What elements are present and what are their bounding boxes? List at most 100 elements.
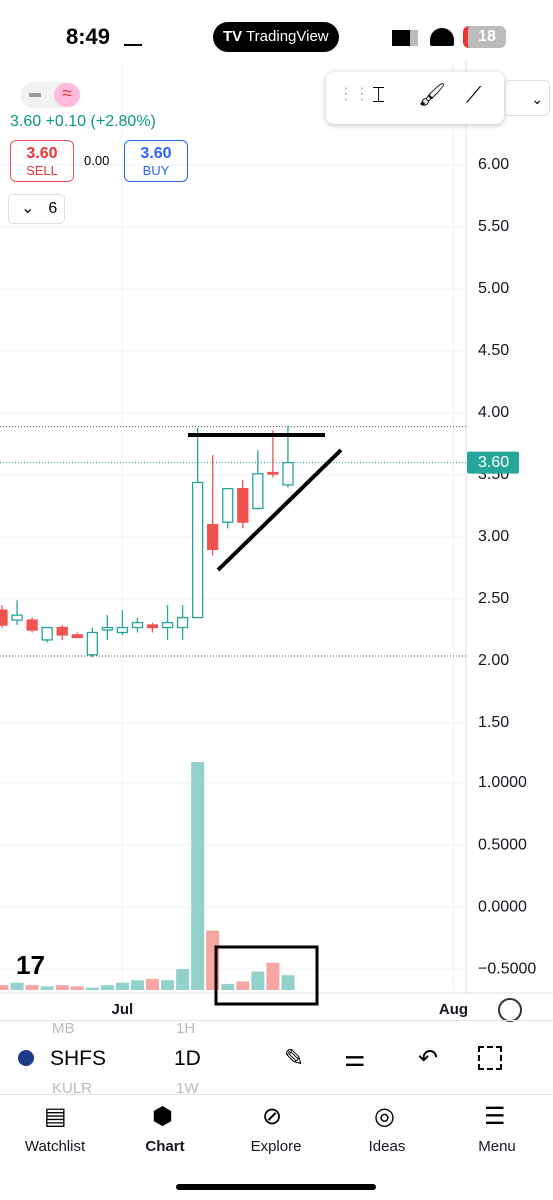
user-drawings — [188, 433, 343, 1006]
volume-bar — [161, 980, 175, 990]
menu-icon: ☰ — [484, 1103, 506, 1130]
divider — [0, 1094, 553, 1095]
last-price-box — [467, 451, 519, 474]
candle-body — [0, 609, 8, 626]
y-tick-label: 5.50 — [478, 218, 509, 235]
symbol[interactable]: SHFS — [50, 1047, 107, 1070]
drawn-box — [214, 945, 319, 1006]
tv-logo: 17 — [16, 950, 45, 980]
candle-body — [176, 616, 189, 629]
y-tick-label: 2.00 — [478, 652, 509, 669]
measure-tool[interactable]: ⌶ — [372, 82, 386, 107]
nav-tab[interactable]: Menu — [478, 1138, 516, 1155]
volume-tick-label: 0.0000 — [478, 898, 527, 915]
volume-bar — [221, 983, 235, 990]
dropdown[interactable]: ⌄ — [504, 80, 550, 116]
interval: 1W — [176, 1080, 199, 1097]
wifi-icon — [430, 28, 454, 46]
home-indicator — [176, 1184, 376, 1190]
nav-tab[interactable]: Ideas — [368, 1138, 406, 1155]
volume-bar — [10, 982, 24, 990]
volume-bar — [130, 980, 144, 990]
volume-bar — [191, 761, 205, 990]
indicators-button[interactable]: ⚌ — [344, 1045, 366, 1072]
chart-icon: ⬢ — [152, 1103, 173, 1130]
brush-tool[interactable]: 🖌 — [418, 82, 446, 107]
volume-bar — [281, 975, 295, 990]
interval: 1H — [176, 1020, 196, 1037]
nav-tab[interactable]: Explore — [250, 1138, 302, 1155]
watchlist-icon: ▤ — [44, 1103, 67, 1130]
app-pill: TV TradingView — [213, 22, 339, 52]
symbol: KULR — [52, 1080, 93, 1097]
fullscreen-button[interactable] — [478, 1046, 502, 1070]
settings-icon[interactable] — [498, 998, 522, 1022]
volume-bar — [251, 971, 265, 990]
trend-tool[interactable]: ⟋ — [466, 82, 482, 107]
explore-icon: ⊘ — [262, 1103, 283, 1130]
signal-icon — [392, 30, 418, 46]
candle-body — [267, 471, 279, 475]
candle-body — [86, 631, 98, 656]
candle-body — [146, 624, 159, 629]
candle-body — [191, 481, 204, 619]
volume-bar — [115, 982, 129, 990]
volume-bar — [236, 981, 250, 990]
buy-price: 3.60 — [140, 145, 172, 162]
toggle[interactable]: ≈ — [20, 82, 80, 108]
volume-bar — [40, 986, 54, 990]
volume-tick-label: −0.5000 — [478, 960, 536, 977]
candle-body — [207, 523, 219, 551]
symbol: MB — [52, 1020, 75, 1037]
y-tick-label: 6.00 — [478, 156, 509, 173]
candle-body — [161, 621, 174, 629]
indicator-count: 6 — [48, 200, 58, 217]
ideas-icon: ◎ — [374, 1103, 395, 1130]
sell-label: SELL — [26, 163, 58, 178]
candle-body — [11, 614, 23, 621]
y-tick-label: 2.50 — [478, 590, 509, 607]
candle-body — [116, 626, 129, 634]
symbol-logo — [18, 1050, 34, 1066]
candle-body — [41, 626, 53, 641]
y-tick-label: 3.00 — [478, 528, 509, 545]
candle-body — [252, 473, 264, 510]
interval[interactable]: 1D — [174, 1047, 201, 1070]
volume-bar — [85, 987, 99, 990]
volume-bar — [146, 978, 159, 990]
divider — [0, 1020, 553, 1021]
undo-button[interactable]: ↶ — [418, 1045, 439, 1072]
sell-button[interactable]: 3.60 SELL — [10, 140, 74, 182]
volume-bar — [70, 986, 84, 990]
candle-body — [26, 619, 38, 631]
nav-tab[interactable]: Watchlist — [24, 1138, 86, 1155]
x-tick-label: Jul — [112, 1001, 134, 1018]
candle-body — [237, 488, 249, 523]
candle-body — [131, 621, 144, 629]
indicators-toggle[interactable]: ⌄ 6 — [8, 194, 65, 224]
y-tick-label: 4.00 — [478, 404, 509, 421]
volume-bar — [55, 985, 69, 990]
volume-bar — [25, 985, 39, 990]
volume-bar — [266, 962, 280, 990]
drawing-toolbar: ⋮⋮ ⌶ 🖌 ⟋ — [326, 72, 504, 124]
quote: 3.60 +0.10 (+2.80%) — [10, 113, 156, 130]
app-name: TradingView — [246, 28, 329, 45]
y-tick-label: 1.50 — [478, 714, 509, 731]
volume-bar — [176, 969, 190, 990]
draw-button[interactable]: ✎ — [284, 1045, 305, 1072]
candle-body — [101, 626, 113, 631]
nav-tab[interactable]: Chart — [145, 1138, 185, 1155]
buy-label: BUY — [142, 163, 170, 178]
last-price-label: 3.60 — [478, 454, 509, 471]
candle-body — [56, 626, 68, 636]
time: 8:49 — [66, 24, 111, 49]
sell-price: 3.60 — [26, 145, 58, 162]
x-tick-label: Aug — [439, 1001, 468, 1018]
volume-tick-label: 1.0000 — [478, 774, 527, 791]
buy-button[interactable]: 3.60 BUY — [124, 140, 188, 182]
y-tick-label: 4.50 — [478, 342, 509, 359]
candle-body — [222, 488, 234, 523]
